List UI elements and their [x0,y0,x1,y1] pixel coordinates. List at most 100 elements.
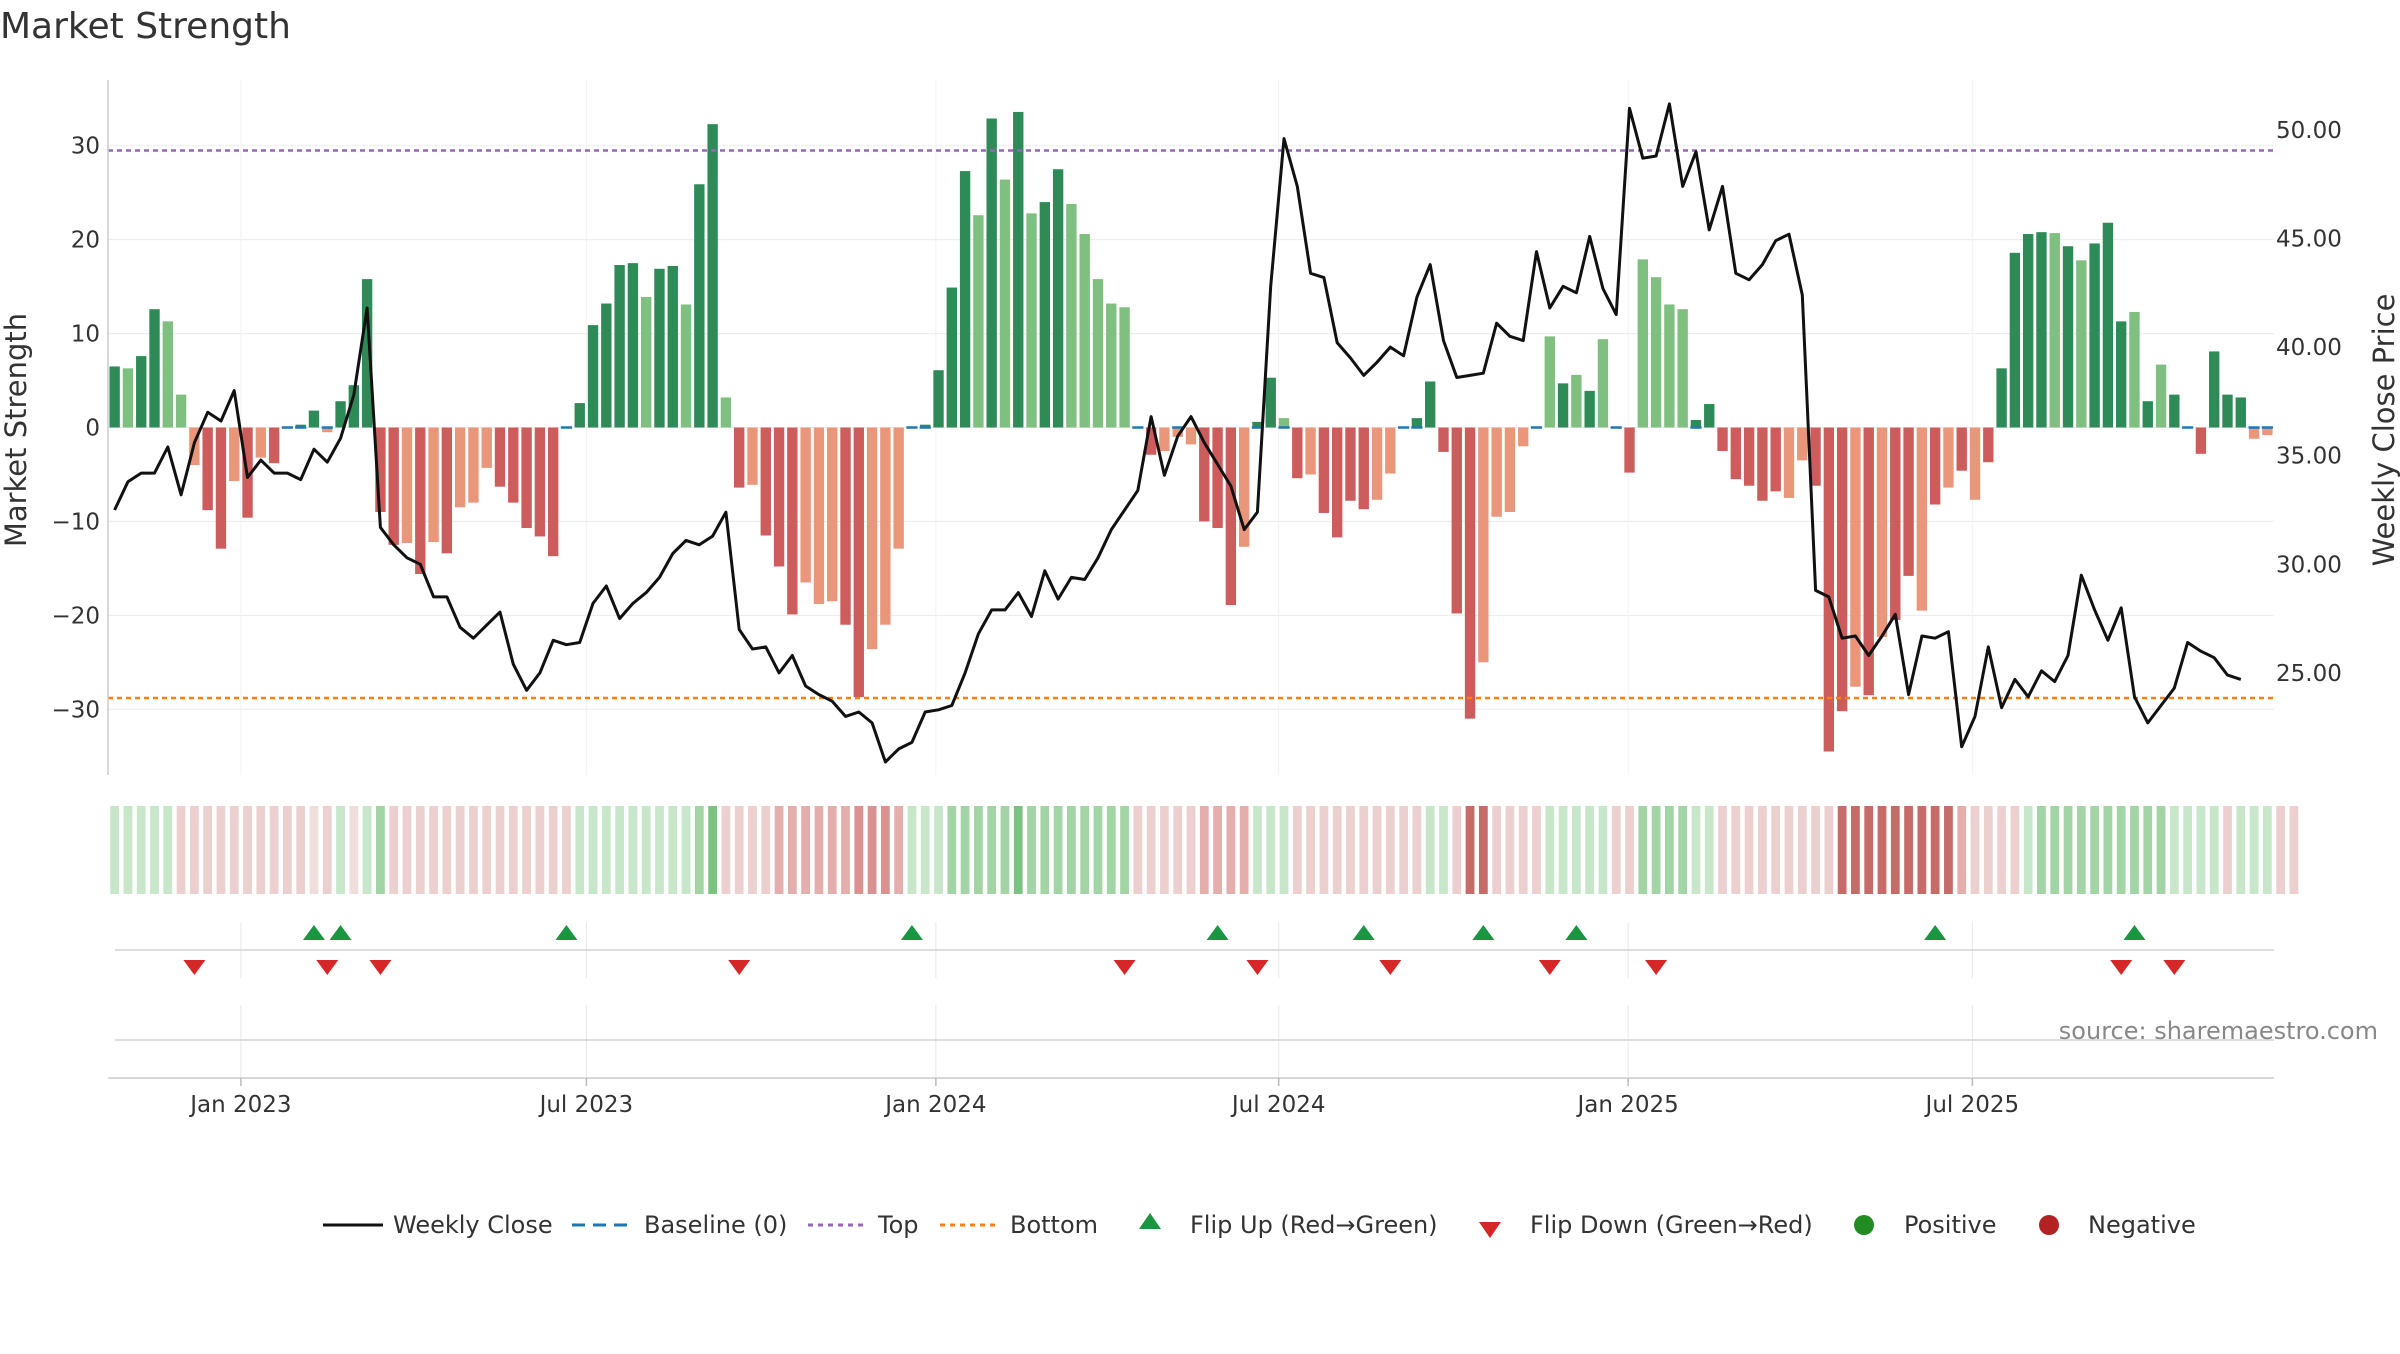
band-cell [548,806,558,894]
strength-bar [1850,427,1861,687]
band-cell [1253,806,1262,894]
band-cell [1571,806,1581,894]
band-cell [2143,806,2153,894]
band-cell [668,806,678,894]
band-cell [1279,806,1289,894]
band-cell [2276,806,2286,894]
strength-bar [946,287,957,428]
flip-up-marker [2123,925,2146,940]
band-cell [203,806,213,894]
band-cell [1811,806,1820,894]
band-cell [1664,806,1674,894]
band-cell [1439,806,1448,894]
band-cell [415,806,425,894]
band-cell [748,806,757,894]
band-cell [1598,806,1608,894]
legend: Weekly Close Baseline (0) Top Bottom Fli… [323,1211,2196,1239]
right-tick-label: 25.00 [2276,661,2342,687]
strength-bar [1624,427,1635,473]
band-cell [1625,806,1634,894]
right-tick-label: 40.00 [2276,335,2342,361]
strength-bar [521,427,532,528]
strength-bar [959,171,971,428]
band-cell [1492,806,1502,894]
band-cell [641,806,651,894]
strength-bar [1544,336,1555,428]
band-cell [1784,806,1794,894]
band-cell [2130,806,2139,894]
flip-up-marker [555,925,578,940]
band-cell [1292,806,1302,894]
x-tick-label: Jan 2024 [883,1092,986,1118]
strength-bar [1172,427,1183,437]
flip-up-marker [329,925,352,940]
x-axis-ticks: Jan 2023 Jul 2023 Jan 2024 Jul 2024 Jan 2025… [188,1078,2019,1118]
strength-bar [2076,260,2087,428]
band-cell [1997,806,2006,894]
band-cell [2037,806,2046,894]
right-tick-label: 50.00 [2276,118,2342,144]
strength-bar [1743,427,1755,486]
strength-bar [1876,427,1888,637]
weekly-close-line [113,102,2242,764]
flip-down-marker [2163,960,2186,975]
legend-negative: Negative [2088,1211,2196,1239]
strength-bar [1664,304,1675,428]
band-cell [1478,806,1488,894]
legend-top: Top [877,1211,919,1239]
band-cell [2209,806,2219,894]
strength-bar [335,401,346,428]
strength-bar [760,427,771,536]
strength-bar [136,356,147,428]
strength-bar [880,427,891,625]
band-cell [508,806,518,894]
band-cell [163,806,173,894]
band-cell [1518,806,1528,894]
band-cell [1239,806,1249,894]
strength-bar [508,427,519,503]
strength-bar [866,427,878,650]
band-cell [1758,806,1767,894]
strength-bar [933,370,944,428]
strength-bar [2036,232,2047,428]
right-tick-label: 45.00 [2276,227,2342,253]
band-cell [1585,806,1595,894]
band-cell [1425,806,1435,894]
band-cell [787,806,797,894]
strength-bar [1983,427,1994,463]
strength-bar [1225,427,1237,606]
left-tick-label: −10 [51,509,100,535]
strength-bar [481,427,492,468]
band-cell [1412,806,1422,894]
strength-bar [1305,427,1316,475]
strength-bar [654,268,665,428]
flip-up-marker [302,925,325,940]
strength-bar [468,427,479,503]
strength-bar [1518,427,1529,447]
x-tick-label: Jul 2024 [1230,1092,1326,1118]
strength-bar [2062,246,2074,428]
x-tick-label: Jan 2025 [1576,1092,1679,1118]
strength-bars [109,111,2273,752]
legend-flip-down-icon [1479,1222,1501,1238]
band-cell [1080,806,1090,894]
left-tick-label: 30 [71,134,100,160]
strength-bar [1066,203,1077,428]
band-cell [1319,806,1329,894]
band-cell [1545,806,1555,894]
strength-bar [2262,427,2273,436]
strength-bar [1119,307,1130,428]
strength-bar [388,427,399,545]
reference-lines [108,149,2274,700]
strength-bar [454,427,466,508]
band-cell [867,806,877,894]
band-cell [256,806,266,894]
band-cell [1704,806,1714,894]
flip-markers [183,925,2186,975]
flip-up-marker [1352,925,1375,940]
band-cell [1824,806,1834,894]
band-cell [2010,806,2020,894]
band-cell [482,806,492,894]
band-cell [907,806,917,894]
strength-bar [1265,377,1276,428]
